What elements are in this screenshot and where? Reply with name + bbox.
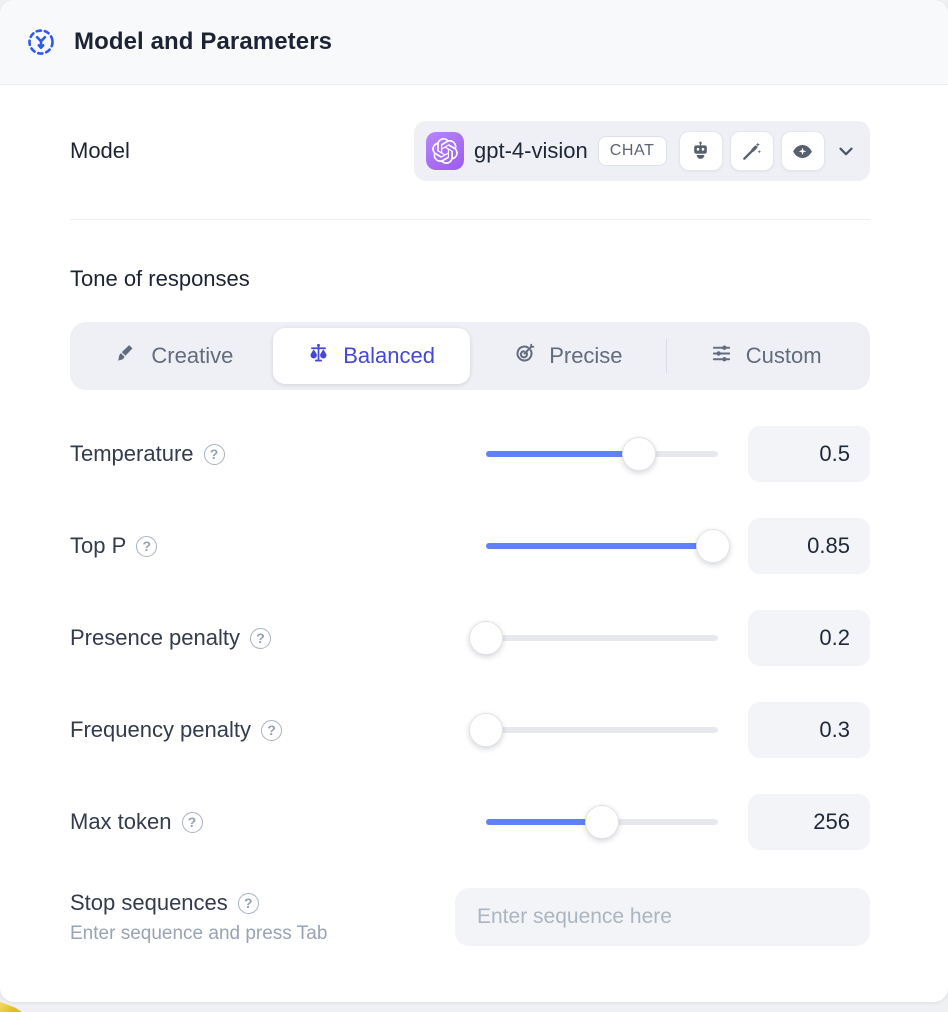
model-select-dropdown[interactable]: gpt-4-vision CHAT [414, 121, 870, 181]
tone-option-label: Precise [549, 343, 623, 368]
slider-thumb[interactable] [469, 713, 503, 747]
tone-option-label: Custom [745, 343, 822, 368]
background-corner-accent [0, 1001, 22, 1012]
param-label: Frequency penalty [70, 717, 251, 742]
stop-sequences-row: Stop sequences ? Enter sequence and pres… [70, 888, 870, 946]
slider-track[interactable] [486, 727, 718, 733]
model-hub-icon [26, 27, 56, 57]
top-p-value[interactable]: 0.85 [748, 518, 870, 574]
model-row: Model gpt-4-vision CHAT [70, 121, 870, 181]
stop-sequences-label: Stop sequences [70, 890, 228, 915]
section-divider [70, 219, 870, 220]
page-title: Model and Parameters [74, 28, 333, 55]
top-p-slider[interactable] [486, 529, 731, 563]
model-label: Model [70, 138, 130, 163]
help-icon[interactable]: ? [136, 535, 158, 557]
openai-logo [426, 132, 464, 170]
frequency-penalty-value[interactable]: 0.3 [748, 702, 870, 758]
param-label: Presence penalty [70, 625, 240, 650]
tone-segmented-control: Creative Balanced [70, 322, 870, 390]
max-token-slider[interactable] [486, 805, 718, 839]
help-icon[interactable]: ? [237, 892, 259, 914]
slider-fill [486, 451, 640, 457]
temperature-value[interactable]: 0.5 [748, 426, 870, 482]
panel-body: Model gpt-4-vision CHAT [0, 121, 948, 946]
selected-model-name: gpt-4-vision [474, 138, 588, 163]
param-label: Max token [70, 809, 172, 834]
paintbrush-icon [115, 342, 138, 371]
tone-option-balanced[interactable]: Balanced [272, 328, 470, 384]
model-type-badge: CHAT [597, 136, 667, 166]
tone-option-custom[interactable]: Custom [667, 328, 864, 384]
panel-header: Model and Parameters [0, 0, 948, 85]
presence-penalty-value[interactable]: 0.2 [748, 610, 870, 666]
slider-thumb[interactable] [585, 805, 619, 839]
max-token-value[interactable]: 256 [748, 794, 870, 850]
param-row-max-token: Max token ? 256 [70, 794, 870, 850]
stop-sequence-input[interactable] [455, 888, 870, 946]
param-row-top-p: Top P ? 0.85 [70, 518, 870, 574]
magic-wand-icon [729, 131, 774, 171]
tone-option-precise[interactable]: Precise [470, 328, 667, 384]
slider-track[interactable] [486, 635, 718, 641]
tone-option-label: Creative [151, 343, 234, 368]
target-icon [513, 342, 536, 371]
param-row-presence-penalty: Presence penalty ? 0.2 [70, 610, 870, 666]
help-icon[interactable]: ? [261, 719, 282, 741]
model-capability-chips [678, 131, 825, 171]
presence-penalty-slider[interactable] [469, 621, 718, 655]
slider-fill [486, 543, 714, 549]
frequency-penalty-slider[interactable] [469, 713, 718, 747]
vision-eye-icon [780, 131, 825, 171]
help-icon[interactable]: ? [203, 443, 225, 465]
balance-scale-icon [307, 342, 330, 371]
slider-fill [486, 819, 602, 825]
param-label: Top P [70, 533, 127, 558]
tone-heading: Tone of responses [70, 266, 250, 291]
chevron-down-icon [835, 140, 857, 162]
slider-thumb[interactable] [469, 621, 503, 655]
param-label: Temperature [70, 441, 194, 466]
slider-thumb[interactable] [696, 529, 731, 563]
sliders-icon [710, 342, 733, 371]
temperature-slider[interactable] [486, 437, 718, 471]
param-row-frequency-penalty: Frequency penalty ? 0.3 [70, 702, 870, 758]
tone-option-creative[interactable]: Creative [76, 328, 273, 384]
tone-option-label: Balanced [343, 343, 435, 368]
segment-divider [666, 339, 668, 373]
stop-sequences-hint: Enter sequence and press Tab [70, 923, 328, 944]
param-row-temperature: Temperature ? 0.5 [70, 426, 870, 482]
robot-icon [678, 131, 723, 171]
help-icon[interactable]: ? [181, 811, 203, 833]
help-icon[interactable]: ? [250, 627, 271, 649]
slider-thumb[interactable] [622, 437, 657, 471]
